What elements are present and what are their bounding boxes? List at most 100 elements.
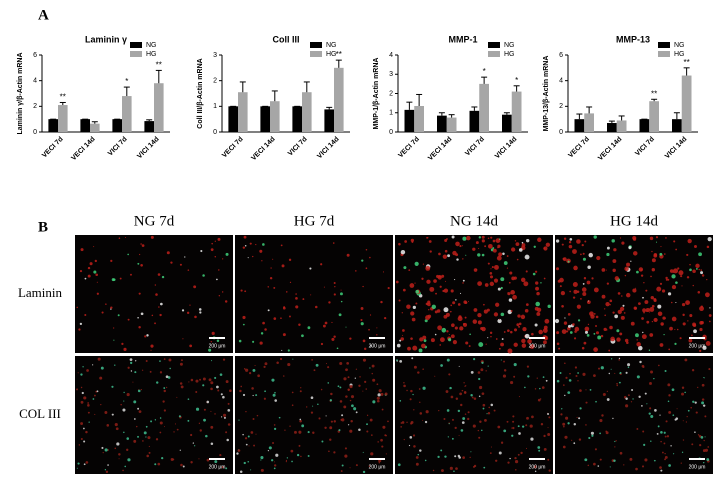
signal-dot	[419, 449, 422, 452]
signal-dot	[566, 330, 569, 333]
signal-dot	[667, 400, 670, 403]
signal-dot	[141, 244, 145, 247]
signal-dot	[620, 315, 625, 320]
signal-dot	[701, 401, 705, 405]
signal-dot	[687, 409, 690, 412]
signal-dot	[326, 363, 328, 365]
signal-dot	[464, 316, 467, 319]
legend-swatch	[130, 42, 142, 48]
signal-dot	[274, 391, 276, 394]
signal-dot	[369, 314, 372, 316]
signal-dot	[424, 459, 427, 462]
signal-dot	[679, 337, 682, 340]
signal-dot	[300, 387, 302, 389]
signal-dot	[448, 423, 450, 425]
signal-dot	[360, 307, 364, 310]
signal-dot	[499, 319, 501, 321]
error-bar	[586, 106, 593, 114]
signal-dot	[483, 309, 488, 314]
signal-dot	[349, 467, 351, 469]
signal-dot	[100, 403, 102, 406]
signal-dot	[482, 407, 485, 410]
signal-dot	[414, 282, 416, 284]
signal-dot	[457, 303, 461, 306]
signal-dot	[460, 429, 464, 432]
signal-dot	[368, 465, 371, 467]
signal-dot	[671, 388, 675, 392]
signal-dot	[443, 307, 449, 313]
signal-dot	[81, 391, 84, 395]
signal-dot	[280, 317, 282, 320]
signal-dot	[124, 465, 127, 468]
signal-dot	[403, 438, 405, 441]
signal-dot	[268, 446, 272, 450]
signal-dot	[697, 290, 701, 294]
signal-dot	[399, 400, 402, 402]
signal-dot	[284, 429, 286, 431]
signal-dot	[518, 396, 520, 398]
signal-dot	[295, 297, 298, 300]
signal-dot	[473, 397, 477, 400]
signal-dot	[497, 287, 501, 291]
signal-dot	[641, 465, 645, 468]
signal-dot	[493, 312, 499, 317]
error-bar	[155, 69, 162, 84]
signal-dot	[208, 378, 212, 382]
signal-dot	[226, 438, 229, 442]
signal-dot	[536, 307, 542, 312]
image-bg	[235, 356, 393, 474]
signal-dot	[601, 294, 606, 299]
signal-dot	[202, 377, 206, 381]
signal-dot	[410, 337, 413, 340]
legend-label: NG	[146, 42, 157, 49]
y-axis-label: MMP-13/β-Actin mRNA	[543, 56, 550, 132]
signal-dot	[682, 439, 685, 441]
signal-dot	[282, 306, 286, 310]
signal-dot	[582, 257, 586, 261]
signal-dot	[272, 258, 274, 260]
signal-dot	[462, 282, 464, 284]
signal-dot	[221, 465, 224, 469]
signal-dot	[456, 258, 459, 261]
signal-dot	[484, 245, 487, 248]
signal-dot	[358, 428, 361, 432]
signal-dot	[301, 424, 305, 428]
signal-dot	[385, 453, 387, 455]
signal-dot	[459, 326, 464, 331]
signal-dot	[518, 432, 521, 435]
signal-dot	[617, 309, 622, 315]
signal-dot	[148, 445, 150, 448]
signal-dot	[525, 424, 528, 427]
legend-label: NG	[326, 42, 337, 49]
signal-dot	[584, 240, 587, 243]
signal-dot	[328, 301, 331, 304]
signal-dot	[487, 412, 491, 415]
signal-dot	[186, 311, 190, 315]
signal-dot	[507, 348, 513, 354]
signal-dot	[360, 318, 363, 322]
signal-dot	[419, 337, 424, 342]
signal-dot	[477, 429, 480, 432]
signal-dot	[383, 316, 387, 320]
signal-dot	[646, 320, 650, 324]
signal-dot	[245, 443, 248, 446]
signal-dot	[401, 421, 405, 424]
signal-dot	[542, 328, 548, 333]
signal-dot	[455, 241, 460, 247]
signal-dot	[490, 236, 493, 239]
signal-dot	[291, 460, 293, 463]
signal-dot	[668, 348, 671, 351]
y-tick-label: 3	[389, 71, 393, 78]
signal-dot	[497, 318, 502, 324]
signal-dot	[338, 429, 341, 432]
signal-dot	[210, 387, 213, 391]
signal-dot	[573, 423, 577, 426]
scale-bar-label: 200 μm	[369, 464, 386, 470]
signal-dot	[477, 253, 481, 257]
signal-dot	[276, 361, 279, 365]
signal-dot	[264, 362, 268, 366]
signal-dot	[518, 248, 523, 252]
signal-dot	[399, 339, 402, 342]
signal-dot	[220, 393, 223, 396]
